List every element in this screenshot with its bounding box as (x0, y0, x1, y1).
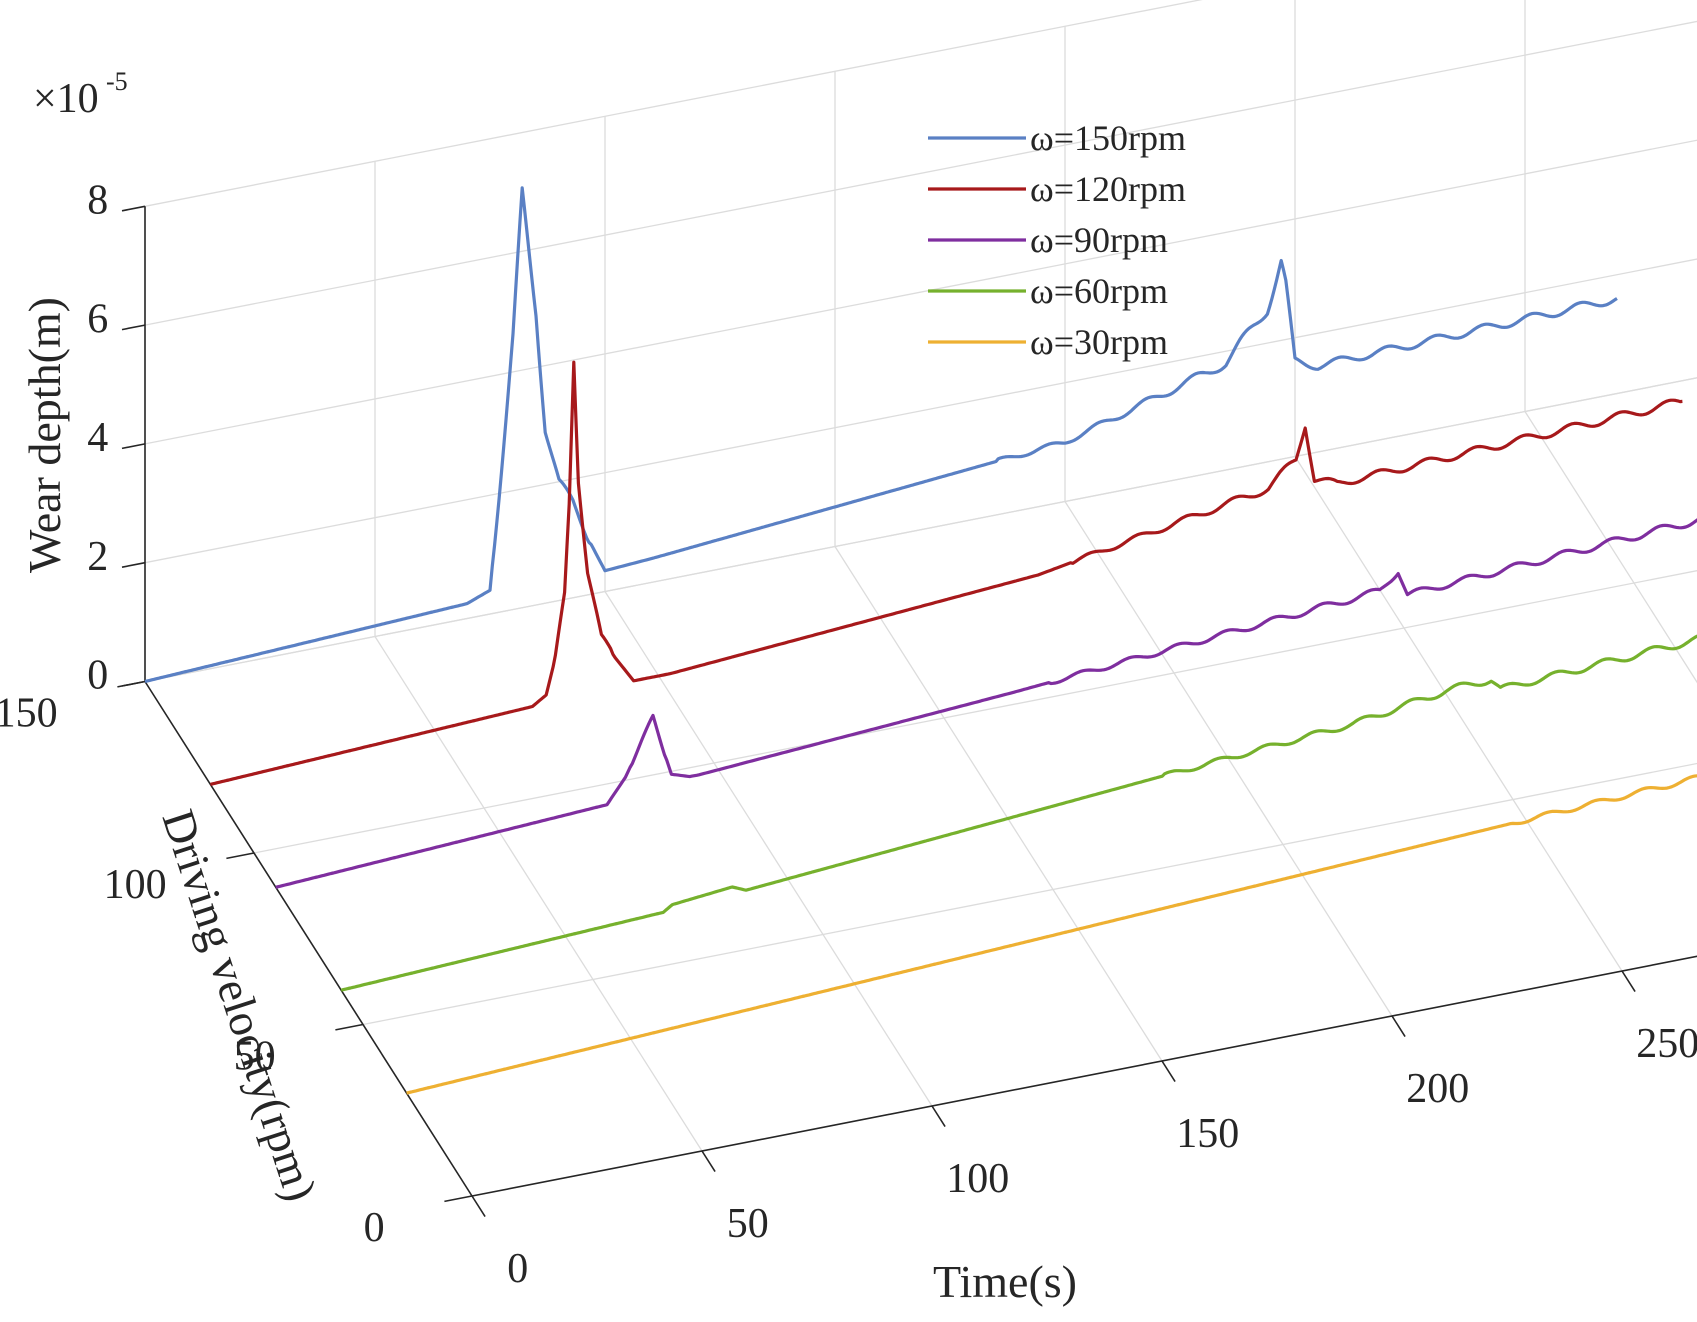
back-grid-depth-0 (144, 377, 1697, 683)
time-tick-label-150: 150 (1176, 1111, 1239, 1157)
velocity-tick-label-100: 100 (104, 862, 167, 908)
series-line-90rpm (275, 518, 1697, 889)
floor-grid-velocity-50 (362, 762, 1697, 1026)
time-tick-label-200: 200 (1406, 1066, 1469, 1112)
z-exponent-text: -5 (106, 67, 128, 96)
time-tick-mark-150 (1161, 1060, 1176, 1083)
time-axis-line (471, 955, 1697, 1197)
floor-grid-time-100 (604, 591, 933, 1107)
time-tick-label-0: 0 (507, 1246, 528, 1292)
depth-tick-mark-2 (121, 561, 146, 568)
legend-label-150rpm: ω=150rpm (1030, 118, 1186, 158)
depth-tick-mark-8 (121, 205, 146, 212)
series-lines (144, 186, 1697, 1095)
time-tick-label-50: 50 (727, 1201, 769, 1247)
z-exponent-label: ×10 -5 (33, 67, 128, 122)
depth-tick-label-4: 4 (87, 415, 108, 461)
time-tick-label-250: 250 (1636, 1021, 1697, 1067)
time-tick-mark-250 (1621, 970, 1636, 993)
floor-grid-velocity-150 (144, 377, 1697, 683)
depth-tick-label-0: 0 (87, 653, 108, 699)
legend-label-120rpm: ω=120rpm (1030, 169, 1186, 209)
series-line-30rpm (406, 774, 1697, 1095)
time-tick-label-100: 100 (946, 1156, 1009, 1202)
series-line-120rpm (209, 360, 1683, 786)
velocity-tick-mark-100 (226, 852, 255, 860)
velocity-axis-line (144, 681, 473, 1197)
series-line-150rpm (144, 186, 1618, 684)
floor-grid-time-150 (834, 546, 1163, 1062)
back-grid-depth-6 (144, 20, 1697, 326)
depth-tick-mark-4 (121, 443, 146, 450)
legend-label-90rpm: ω=90rpm (1030, 220, 1168, 260)
depth-tick-label-2: 2 (87, 534, 108, 580)
velocity-tick-label-0: 0 (364, 1205, 385, 1251)
time-tick-mark-50 (701, 1150, 716, 1173)
velocity-tick-mark-50 (335, 1023, 364, 1031)
depth-tick-label-6: 6 (87, 296, 108, 342)
legend-label-30rpm: ω=30rpm (1030, 322, 1168, 362)
z-axis-title: Wear depth(m) (19, 297, 70, 573)
back-grid-depth-2 (144, 258, 1697, 564)
axes (117, 205, 1697, 1218)
depth-tick-mark-0 (121, 680, 146, 687)
back-grid-depth-8 (144, 0, 1203, 207)
time-tick-mark-100 (931, 1105, 946, 1128)
velocity-tick-mark-0 (444, 1195, 473, 1203)
z-multiplier-text: ×10 (33, 76, 99, 122)
floor-grid-time-300 (1524, 411, 1697, 684)
legend: ω=150rpm ω=120rpm ω=90rpm ω=60rpm ω=30rpm (928, 118, 1186, 362)
floor-grid-velocity-100 (253, 570, 1697, 854)
floor-grid-time-250 (1294, 456, 1623, 972)
velocity-tick-label-50: 50 (234, 1034, 276, 1080)
legend-label-60rpm: ω=60rpm (1030, 271, 1168, 311)
x-axis-title: Time(s) (933, 1256, 1077, 1307)
time-tick-mark-0 (471, 1195, 486, 1218)
velocity-tick-label-150: 150 (0, 691, 58, 737)
series-line-60rpm (340, 634, 1697, 992)
depth-tick-mark-6 (121, 324, 146, 331)
time-tick-mark-200 (1391, 1015, 1406, 1038)
grid-lines (144, 0, 1697, 1197)
depth-tick-label-8: 8 (87, 178, 108, 224)
floor-grid-time-50 (374, 636, 703, 1152)
tick-labels: 05010015020025030035005010015002468 (0, 178, 1697, 1293)
y-axis-title: Driving velocity(rpm) (153, 804, 327, 1207)
back-grid-depth-4 (144, 139, 1697, 445)
